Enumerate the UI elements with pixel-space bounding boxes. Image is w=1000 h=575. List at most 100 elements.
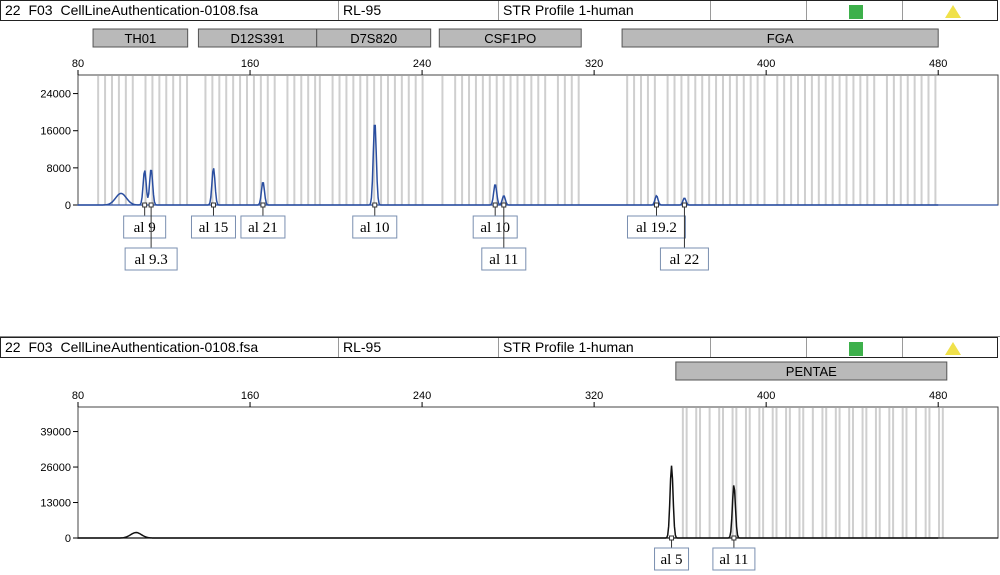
locus-bar-rect[interactable]: [675, 361, 948, 381]
allele-label-box[interactable]: [123, 215, 167, 239]
allele-label-box[interactable]: [190, 215, 236, 239]
panel-name: STR Profile 1-human: [503, 339, 634, 355]
allele-label-box[interactable]: [481, 247, 527, 271]
sample-name-cell[interactable]: RL-95: [339, 338, 499, 357]
locus-bar[interactable]: FGA: [621, 28, 939, 48]
allele-bin: [523, 76, 526, 205]
empty-cell: [711, 1, 807, 20]
locus-bar[interactable]: D7S820: [316, 28, 432, 48]
allele-bin: [393, 76, 396, 205]
allele-bin: [695, 408, 698, 538]
allele-bin: [865, 408, 868, 538]
allele-bin: [797, 76, 800, 205]
allele-call[interactable]: al 9.3: [124, 202, 178, 271]
allele-call[interactable]: al 15: [190, 202, 236, 239]
locus-bar[interactable]: D12S391: [197, 28, 318, 48]
y-axis: 0 13000 26000 39000: [40, 427, 78, 545]
allele-bin: [359, 76, 362, 205]
allele-label-box[interactable]: [472, 215, 518, 239]
allele-bin: [920, 76, 923, 205]
allele-bin: [386, 76, 389, 205]
locus-bar-rect[interactable]: [316, 28, 432, 48]
y-tick-label: 16000: [40, 126, 71, 138]
allele-bin: [577, 76, 580, 205]
x-tick-label: 240: [413, 390, 431, 402]
allele-label: al 19.2: [636, 220, 677, 236]
allele-call[interactable]: al 19.2: [626, 202, 686, 239]
locus-bar[interactable]: PENTAE: [675, 361, 948, 381]
panel-name-cell[interactable]: STR Profile 1-human: [499, 1, 711, 20]
allele-bin: [861, 408, 864, 538]
allele-label-box[interactable]: [654, 547, 690, 571]
allele-label-box[interactable]: [712, 547, 756, 571]
allele-bin: [788, 408, 791, 538]
allele-label-box[interactable]: [352, 215, 398, 239]
allele-bin: [259, 76, 262, 205]
allele-label: al 11: [489, 252, 518, 268]
plot-area-2[interactable]: PENTAE 80 160 240 320 400 480 0 13000 26000 39000 a…: [0, 337, 1000, 575]
allele-bin: [666, 76, 669, 205]
x-tick-label: 480: [929, 58, 947, 70]
locus-bar-rect[interactable]: [621, 28, 939, 48]
allele-call[interactable]: al 21: [240, 202, 286, 239]
sizing-quality-green-square-icon[interactable]: [849, 5, 863, 19]
allele-call[interactable]: al 10: [472, 202, 518, 239]
allele-bin: [915, 408, 918, 538]
locus-bar[interactable]: CSF1PO: [438, 28, 582, 48]
allele-bin: [158, 76, 161, 205]
allele-call[interactable]: al 5: [654, 535, 690, 571]
sample-name-cell[interactable]: RL-95: [339, 1, 499, 20]
sample-header: 22 F03 CellLineAuthentication-0108.fsa R…: [0, 0, 998, 21]
allele-bin: [509, 76, 512, 205]
allele-call[interactable]: al 11: [712, 535, 756, 571]
allele-bin: [495, 76, 498, 205]
quality-warning-triangle-icon[interactable]: [945, 5, 961, 18]
allele-call[interactable]: al 11: [481, 202, 527, 271]
sample-file-cell[interactable]: 22 F03 CellLineAuthentication-0108.fsa: [1, 338, 339, 357]
allele-label-box[interactable]: [626, 215, 686, 239]
plot-area-1[interactable]: TH01 D12S391 D7S820 CSF1PO FGA 80 160 240 320 400…: [0, 0, 1000, 322]
sample-well: F03: [28, 339, 53, 355]
allele-bin: [232, 76, 235, 205]
allele-bin: [441, 76, 444, 205]
allele-call[interactable]: al 10: [352, 202, 398, 239]
allele-bin: [735, 76, 738, 205]
allele-label-box[interactable]: [124, 247, 178, 271]
panel-separator: [0, 322, 1000, 336]
allele-label-box[interactable]: [659, 247, 709, 271]
allele-bin: [873, 76, 876, 205]
allele-call[interactable]: al 22: [659, 202, 709, 271]
allele-bin: [771, 408, 774, 538]
allele-bin: [885, 76, 888, 205]
allele-bin: [681, 408, 684, 538]
locus-bar-rect[interactable]: [438, 28, 582, 48]
allele-bin: [913, 76, 916, 205]
x-tick-label: 480: [929, 390, 947, 402]
locus-bar-rect[interactable]: [92, 28, 189, 48]
allele-bin: [758, 408, 761, 538]
sizing-quality-green-square-icon[interactable]: [849, 342, 863, 356]
allele-bin: [721, 76, 724, 205]
quality-warning-triangle-icon[interactable]: [945, 342, 961, 355]
allele-bin: [798, 408, 801, 538]
allele-bin: [892, 408, 895, 538]
allele-bin: [878, 408, 881, 538]
panel-name-cell[interactable]: STR Profile 1-human: [499, 338, 711, 357]
locus-bar[interactable]: TH01: [92, 28, 189, 48]
allele-label-box[interactable]: [240, 215, 286, 239]
sample-index: 22: [5, 339, 21, 355]
allele-bin: [694, 76, 697, 205]
locus-bars: TH01 D12S391 D7S820 CSF1PO FGA: [92, 28, 939, 48]
allele-bin: [687, 76, 690, 205]
allele-bin: [866, 76, 869, 205]
allele-bin: [731, 408, 734, 538]
allele-label: al 21: [248, 220, 278, 236]
allele-bin: [810, 76, 813, 205]
allele-bin: [708, 76, 711, 205]
allele-bin: [699, 408, 702, 538]
allele-bin: [307, 76, 310, 205]
allele-bin: [252, 76, 255, 205]
peak-markers: al 5 al 11: [654, 535, 756, 571]
allele-call[interactable]: al 9: [123, 202, 167, 239]
sample-file-cell[interactable]: 22 F03 CellLineAuthentication-0108.fsa: [1, 1, 339, 20]
